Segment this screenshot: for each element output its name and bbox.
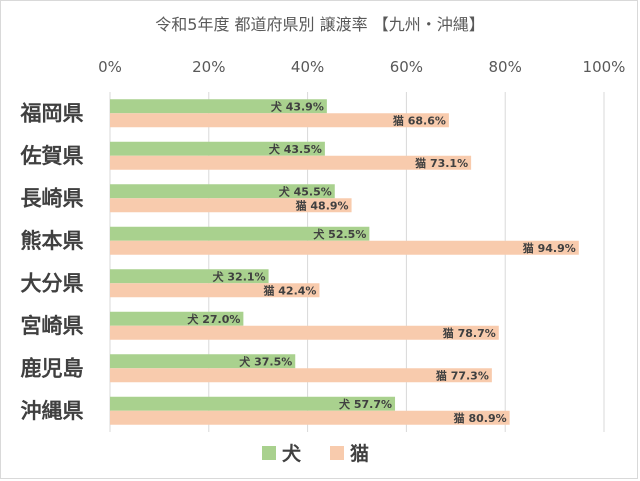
legend: 犬猫 — [262, 442, 369, 465]
x-tick-label: 20% — [192, 58, 225, 76]
cat-bar — [110, 283, 320, 298]
category-label: 熊本県 — [21, 229, 84, 253]
cat-data-label: 猫 42.4% — [263, 283, 316, 297]
dog-bar — [110, 396, 396, 411]
cat-data-label: 猫 68.6% — [393, 113, 446, 127]
category-label: 沖縄県 — [21, 399, 84, 423]
dog-bar — [110, 269, 269, 284]
cat-data-label: 猫 73.1% — [415, 156, 468, 170]
x-tick-label: 40% — [291, 58, 324, 76]
dog-data-label: 犬 43.5% — [269, 142, 322, 156]
dog-bar — [110, 354, 296, 369]
legend-swatch — [262, 446, 276, 460]
x-tick-label: 60% — [390, 58, 423, 76]
dog-data-label: 犬 43.9% — [271, 99, 324, 113]
cat-data-label: 猫 78.7% — [443, 326, 496, 340]
category-label: 福岡県 — [20, 101, 84, 125]
dog-data-label: 犬 32.1% — [213, 269, 266, 283]
cat-data-label: 猫 80.9% — [454, 411, 507, 425]
x-tick-label: 80% — [489, 58, 522, 76]
dog-data-label: 犬 57.7% — [339, 397, 392, 411]
category-label: 宮崎県 — [21, 314, 84, 338]
dog-bar — [110, 226, 370, 241]
x-tick-label: 100% — [583, 58, 626, 76]
bars: 犬 43.9% 猫 68.6% 犬 43.5% 猫 73.1% 犬 45.5%猫 48.… — [110, 99, 579, 425]
cat-data-label: 猫 77.3% — [436, 368, 489, 382]
chart-title: 令和5年度 都道府県別 譲渡率 【九州・沖縄】 — [155, 15, 484, 34]
cat-bar — [110, 113, 449, 128]
cat-bar — [110, 325, 499, 340]
cat-bar — [110, 240, 579, 255]
legend-label: 猫 — [350, 442, 369, 465]
cat-bar — [110, 155, 472, 170]
dog-data-label: 犬 27.0% — [187, 312, 240, 326]
category-label: 鹿児島 — [21, 356, 84, 380]
cat-bar — [110, 410, 510, 425]
dog-bar — [110, 184, 335, 199]
dog-data-label: 犬 52.5% — [313, 227, 366, 241]
cat-data-label: 猫 48.9% — [296, 198, 349, 212]
cat-data-label: 猫 94.9% — [523, 241, 576, 255]
legend-swatch — [330, 446, 344, 460]
legend-label: 犬 — [282, 442, 302, 465]
dog-data-label: 犬 45.5% — [279, 184, 332, 198]
category-label: 長崎県 — [21, 186, 84, 210]
dog-bar — [110, 311, 244, 326]
dog-bar — [110, 141, 325, 156]
cat-bar — [110, 198, 352, 213]
dog-bar — [110, 99, 327, 114]
dog-data-label: 犬 37.5% — [239, 354, 292, 368]
category-label: 佐賀県 — [20, 144, 84, 168]
x-axis-ticks: 0% 20% 40% 60% 80% 100% — [98, 58, 625, 76]
category-label: 大分県 — [21, 271, 84, 295]
x-tick-label: 0% — [98, 58, 122, 76]
cat-bar — [110, 368, 492, 383]
